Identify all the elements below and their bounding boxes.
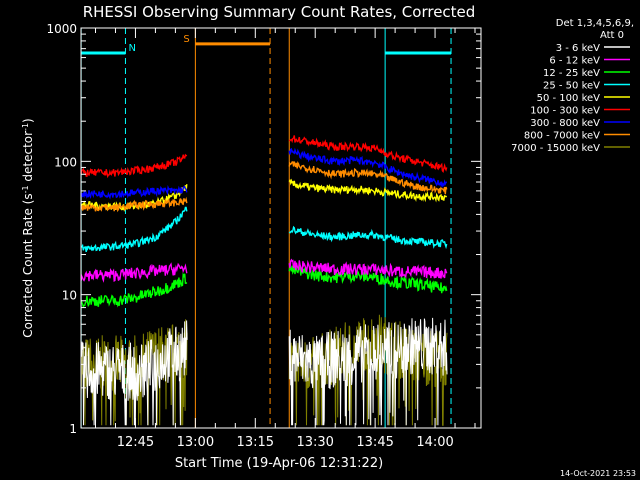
series-line — [81, 184, 188, 200]
plot-frame — [80, 27, 482, 429]
series-layer — [81, 135, 448, 426]
series-line — [81, 196, 188, 213]
x-tick-label: 14:00 — [416, 435, 453, 450]
series-line — [288, 178, 448, 203]
chart-title: RHESSI Observing Summary Count Rates, Co… — [83, 3, 476, 21]
x-tick-label: 13:00 — [177, 435, 214, 450]
x-axis-ticks: 12:45 13:00 13:15 13:30 13:45 14:00 — [95, 28, 476, 450]
legend-label: 800 - 7000 keV — [524, 131, 600, 142]
y-tick-label: 1000 — [46, 22, 77, 36]
legend-label: 100 - 300 keV — [530, 106, 600, 117]
series-line — [288, 225, 448, 250]
legend-label: 50 - 100 keV — [537, 93, 601, 104]
series-line — [81, 206, 188, 253]
timestamp: 14-Oct-2021 23:53 — [560, 469, 636, 478]
series-line — [288, 160, 448, 195]
plot-area: NS — [81, 28, 452, 428]
series-line — [288, 264, 448, 294]
legend-label: 12 - 25 keV — [543, 68, 600, 79]
legend-label: 6 - 12 keV — [549, 56, 600, 67]
series-line — [288, 147, 448, 189]
series-line — [81, 272, 188, 309]
x-tick-label: 13:45 — [356, 435, 393, 450]
series-line — [288, 135, 448, 173]
flag-label: N — [128, 43, 135, 54]
y-tick-label: 100 — [54, 155, 77, 169]
series-line — [288, 317, 448, 426]
legend-label: 7000 - 15000 keV — [511, 143, 600, 154]
legend-label: 25 - 50 keV — [543, 81, 600, 92]
y-axis-label: Corrected Count Rate (s-1 detector-1) — [21, 118, 36, 337]
legend: Det 1,3,4,5,6,9, Att 0 3 - 6 keV 6 - 12 k… — [511, 18, 634, 154]
series-line — [81, 320, 188, 426]
series-line — [288, 258, 448, 279]
y-tick-label: 1 — [69, 422, 77, 436]
x-tick-label: 12:45 — [117, 435, 154, 450]
x-axis-label: Start Time (19-Apr-06 12:31:22) — [175, 456, 383, 471]
legend-label: 300 - 800 keV — [530, 118, 600, 129]
legend-label: 3 - 6 keV — [556, 43, 600, 54]
legend-header-1: Det 1,3,4,5,6,9, — [556, 18, 634, 29]
y-axis-ticks: 1 10 100 1000 — [46, 22, 481, 436]
series-line — [81, 153, 188, 179]
legend-header-2: Att 0 — [600, 30, 624, 41]
series-line — [81, 262, 188, 283]
x-tick-label: 13:15 — [237, 435, 274, 450]
flag-label: S — [183, 34, 189, 45]
x-tick-label: 13:30 — [296, 435, 333, 450]
flag-bars: NS — [81, 34, 452, 55]
y-tick-label: 10 — [62, 289, 77, 303]
